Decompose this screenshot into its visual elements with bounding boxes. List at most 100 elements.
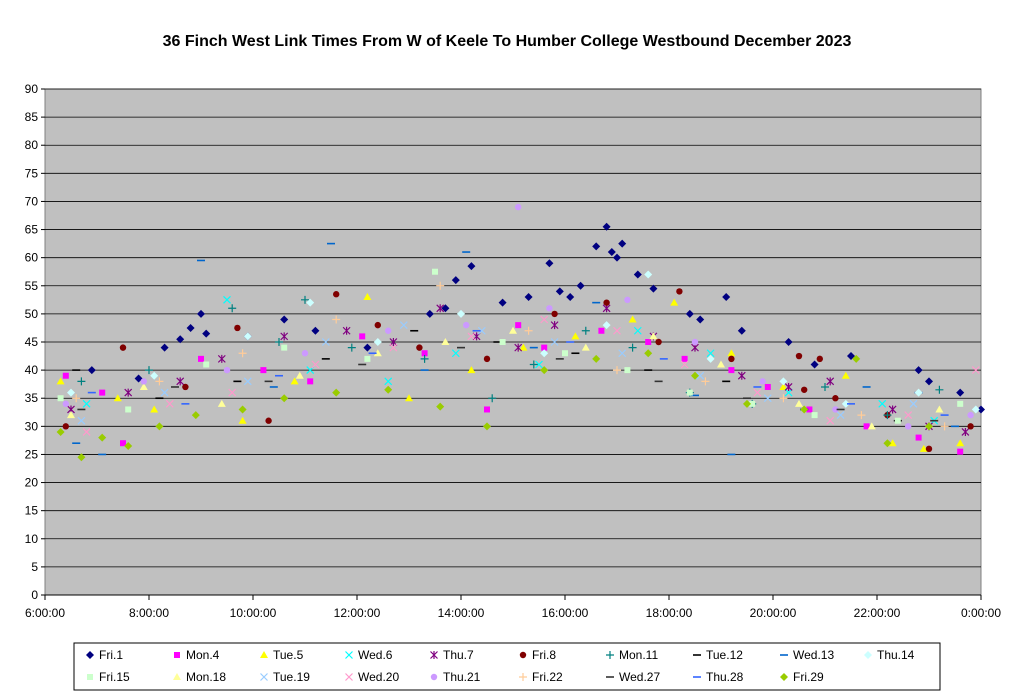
- data-point: [737, 371, 746, 380]
- data-point: [649, 332, 658, 340]
- data-point: [280, 394, 289, 403]
- data-point: [72, 394, 81, 403]
- series-thu-14: [67, 270, 980, 414]
- data-point: [514, 343, 523, 352]
- data-point: [967, 423, 974, 430]
- data-point: [546, 305, 553, 312]
- data-point: [592, 242, 601, 251]
- data-point: [806, 406, 813, 413]
- data-point: [202, 329, 211, 338]
- data-point: [432, 268, 438, 275]
- data-point: [728, 367, 735, 374]
- data-point: [425, 309, 434, 318]
- legend-marker: [519, 673, 527, 681]
- data-point: [333, 291, 340, 298]
- legend-marker: [780, 673, 788, 681]
- data-point: [888, 405, 897, 414]
- data-point: [238, 416, 247, 424]
- data-point: [888, 439, 897, 447]
- data-point: [909, 399, 918, 408]
- data-point: [581, 326, 590, 335]
- data-point: [62, 423, 69, 430]
- data-point: [919, 444, 928, 452]
- data-point: [332, 388, 341, 397]
- data-point: [598, 327, 605, 334]
- data-point: [124, 388, 133, 397]
- data-point: [139, 382, 148, 390]
- data-point: [836, 411, 845, 420]
- data-point: [311, 326, 320, 335]
- data-point: [628, 315, 637, 323]
- data-point: [243, 377, 252, 386]
- y-tick-label: 70: [25, 194, 39, 208]
- y-tick-label: 5: [31, 560, 38, 574]
- y-tick-label: 75: [25, 166, 39, 180]
- data-point: [602, 222, 611, 231]
- x-tick-label: 12:00:00: [334, 606, 381, 620]
- legend-marker: [86, 651, 94, 659]
- data-point: [436, 402, 445, 411]
- legend-label: Tue.5: [273, 648, 304, 662]
- legend-item: Wed.6: [345, 648, 393, 662]
- legend-marker: [260, 651, 268, 658]
- data-point: [795, 352, 803, 360]
- data-point: [706, 354, 715, 363]
- legend-label: Thu.21: [443, 670, 481, 684]
- y-tick-label: 50: [25, 307, 39, 321]
- data-point: [971, 405, 980, 414]
- data-point: [77, 453, 86, 462]
- y-tick-label: 90: [25, 82, 39, 96]
- data-point: [467, 262, 476, 271]
- data-point: [956, 439, 965, 447]
- data-point: [155, 377, 164, 386]
- data-point: [914, 366, 923, 375]
- legend-item: Wed.20: [345, 670, 399, 684]
- data-point: [145, 366, 153, 375]
- data-point: [550, 338, 559, 346]
- data-point: [832, 406, 839, 413]
- legend-item: Fri.22: [519, 670, 563, 684]
- data-point: [160, 388, 169, 397]
- data-point: [524, 326, 533, 335]
- legend-marker: [606, 651, 614, 659]
- series-fri-1: [87, 222, 985, 414]
- data-point: [524, 293, 533, 302]
- data-point: [540, 349, 549, 358]
- data-point: [728, 355, 735, 363]
- data-point: [165, 399, 174, 408]
- legend-marker: [345, 651, 353, 659]
- data-point: [816, 355, 823, 363]
- legend: Fri.1 Mon.4 Tue.5 Wed.6 Thu.7 Fri.8 Mon.11 Tue.…: [86, 648, 915, 684]
- data-point: [905, 423, 912, 430]
- data-point: [155, 422, 164, 431]
- data-point: [321, 338, 330, 346]
- data-point: [795, 399, 803, 407]
- data-point: [691, 338, 699, 346]
- y-tick-label: 20: [25, 476, 39, 490]
- legend-label: Wed.6: [358, 648, 393, 662]
- data-point: [624, 296, 631, 304]
- legend-label: Fri.8: [532, 648, 556, 662]
- legend-item: Tue.12: [693, 648, 743, 662]
- data-point: [451, 349, 460, 358]
- data-point: [67, 411, 75, 419]
- data-point: [696, 371, 705, 380]
- data-point: [483, 355, 491, 363]
- y-tick-label: 25: [25, 447, 39, 461]
- data-point: [359, 333, 366, 340]
- legend-item: Mon.18: [173, 670, 226, 684]
- data-point: [373, 349, 382, 357]
- data-point: [363, 343, 372, 352]
- data-point: [499, 339, 506, 345]
- data-point: [613, 366, 621, 375]
- legend-label: Mon.4: [186, 648, 220, 662]
- data-point: [863, 423, 870, 430]
- data-point: [203, 361, 210, 368]
- data-point: [696, 315, 705, 324]
- data-point: [826, 377, 835, 386]
- data-point: [384, 385, 393, 394]
- data-point: [940, 422, 949, 431]
- data-point: [405, 394, 413, 402]
- legend-marker: [87, 674, 93, 680]
